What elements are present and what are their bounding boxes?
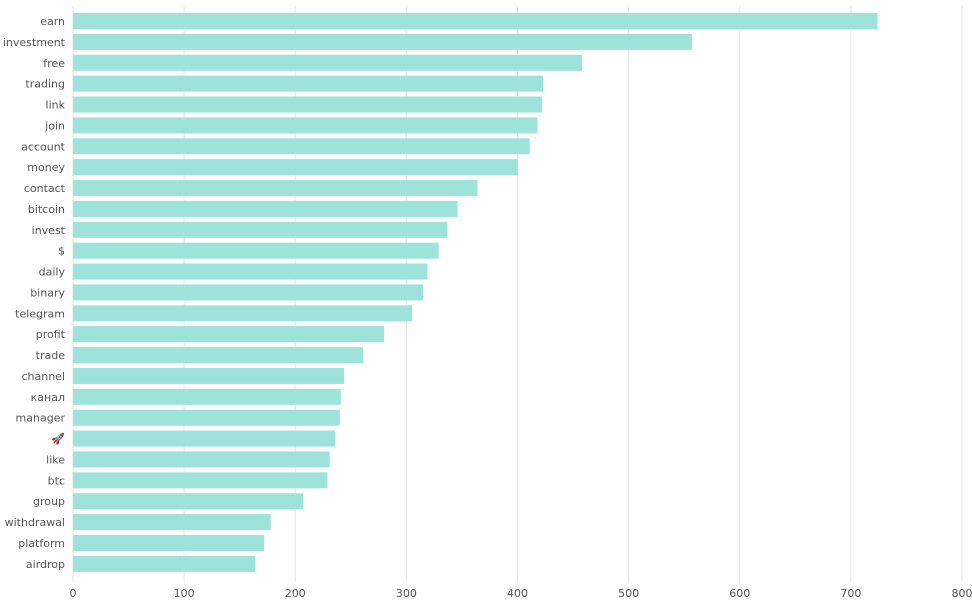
category-label-9: bitcoin — [28, 203, 65, 216]
x-tick-label-700: 700 — [840, 587, 861, 600]
category-label-16: trade — [36, 349, 66, 362]
bar-17 — [73, 368, 344, 384]
category-label-4: link — [46, 99, 66, 112]
bar-1 — [73, 34, 692, 50]
x-tick-label-200: 200 — [285, 587, 306, 600]
bar-3 — [73, 76, 543, 92]
bar-24 — [73, 514, 271, 530]
category-label-20: 🚀 — [51, 433, 65, 446]
x-axis-ticks: 0 100 200 300 400 500 600 700 800 — [70, 587, 972, 600]
category-label-17: channel — [21, 370, 65, 383]
bar-5 — [73, 117, 538, 133]
bar-18 — [73, 389, 341, 405]
category-label-2: free — [43, 57, 65, 70]
category-label-23: group — [33, 495, 65, 508]
bar-16 — [73, 347, 363, 363]
category-label-18: канал — [31, 391, 65, 404]
category-label-22: btc — [48, 474, 65, 487]
bar-22 — [73, 472, 327, 488]
category-label-19: manager — [16, 412, 66, 425]
category-labels: earn investment free trading link join account… — [3, 15, 66, 571]
bar-7 — [73, 159, 518, 175]
bar-23 — [73, 493, 303, 509]
category-label-8: contact — [24, 182, 66, 195]
category-label-14: telegram — [15, 307, 65, 320]
category-label-7: money — [27, 161, 65, 174]
x-tick-label-600: 600 — [729, 587, 750, 600]
bar-4 — [73, 97, 542, 113]
x-tick-label-300: 300 — [396, 587, 417, 600]
x-tick-label-800: 800 — [952, 587, 972, 600]
category-label-15: profit — [36, 328, 66, 341]
category-label-0: earn — [40, 15, 65, 28]
bar-11 — [73, 243, 439, 259]
bar-26 — [73, 556, 255, 572]
x-tick-label-500: 500 — [618, 587, 639, 600]
category-label-12: daily — [39, 266, 66, 279]
category-label-5: join — [44, 119, 65, 132]
bar-12 — [73, 264, 427, 280]
bar-20 — [73, 431, 335, 447]
category-label-6: account — [21, 140, 66, 153]
x-tick-label-400: 400 — [507, 587, 528, 600]
x-tick-label-0: 0 — [70, 587, 77, 600]
bar-6 — [73, 138, 530, 154]
bar-2 — [73, 55, 582, 71]
category-label-13: binary — [30, 286, 65, 299]
bar-8 — [73, 180, 477, 196]
category-label-26: airdrop — [26, 558, 65, 571]
bar-14 — [73, 305, 412, 321]
bar-9 — [73, 201, 457, 217]
bar-15 — [73, 326, 384, 342]
bar-25 — [73, 535, 264, 551]
category-label-24: withdrawal — [5, 516, 65, 529]
bar-21 — [73, 451, 330, 467]
category-label-1: investment — [3, 36, 66, 49]
bar-13 — [73, 284, 423, 300]
category-label-25: platform — [18, 537, 65, 550]
category-label-21: like — [46, 453, 65, 466]
category-label-3: trading — [25, 78, 65, 91]
bars — [73, 13, 878, 572]
category-label-10: invest — [32, 224, 66, 237]
x-tick-label-100: 100 — [174, 587, 195, 600]
bar-0 — [73, 13, 878, 29]
category-label-11: $ — [58, 245, 65, 258]
bar-19 — [73, 410, 340, 426]
bar-10 — [73, 222, 447, 238]
